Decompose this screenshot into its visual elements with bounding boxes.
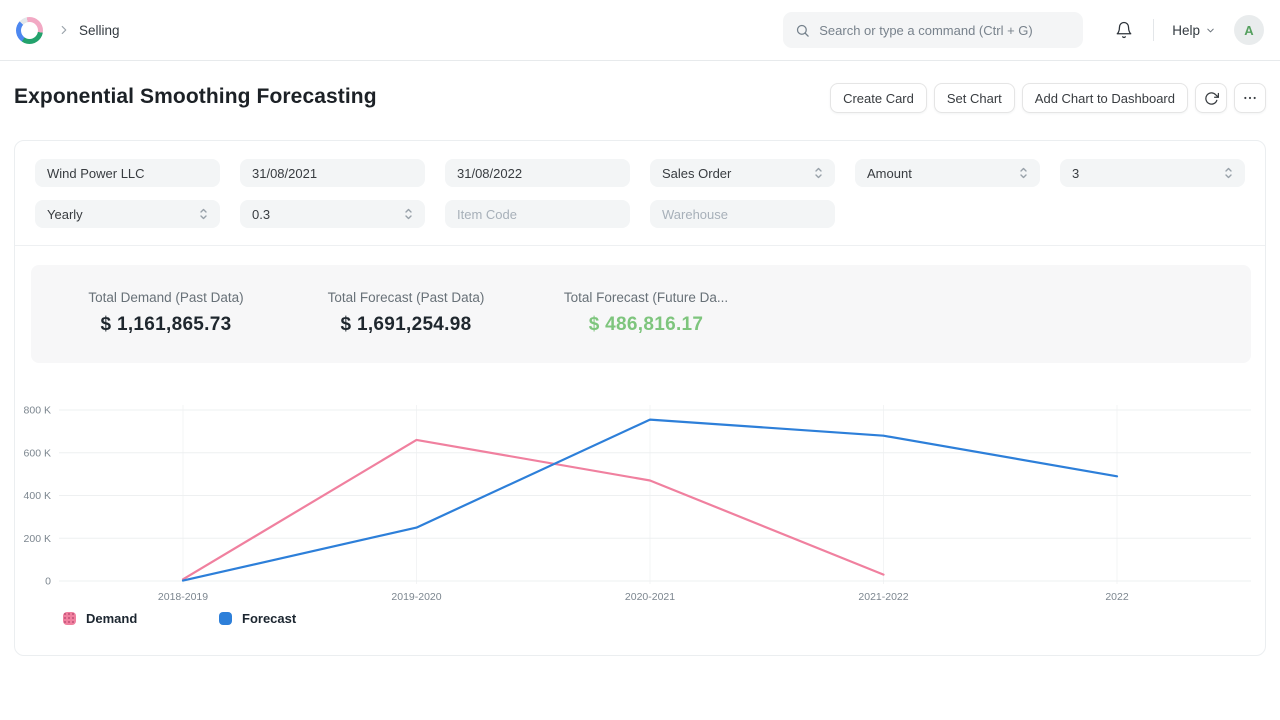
filter-smoothing-constant-value: 0.3 (252, 206, 271, 222)
summary-total-forecast-future: Total Forecast (Future Da... $ 486,816.1… (526, 265, 766, 363)
y-axis-tick-label: 400 K (24, 490, 51, 502)
summary-value: $ 486,816.17 (588, 314, 704, 335)
filter-company[interactable] (35, 159, 220, 187)
report-card: Sales Order Amount 3 Yearly 0.3 Total De… (14, 140, 1266, 656)
forecast-chart[interactable]: 2018-2019 2019-2020 2020-2021 2021-2022 2022… (15, 397, 1267, 609)
set-chart-button[interactable]: Set Chart (933, 83, 1015, 113)
filter-to-date[interactable] (445, 159, 630, 187)
select-chevrons-icon (815, 167, 822, 179)
global-search-input[interactable]: Search or type a command (Ctrl + G) (783, 12, 1084, 48)
app-logo-hole (21, 21, 38, 39)
navbar-divider (1153, 19, 1155, 41)
x-axis-tick-label: 2021-2022 (858, 591, 908, 603)
summary-total-forecast-past: Total Forecast (Past Data) $ 1,691,254.9… (286, 265, 526, 363)
breadcrumb[interactable]: Selling (79, 22, 120, 38)
navbar: Selling Search or type a command (Ctrl +… (0, 0, 1280, 61)
create-card-button[interactable]: Create Card (830, 83, 927, 113)
y-axis-tick-label: 800 K (24, 405, 51, 417)
filter-smoothing-constant-select[interactable]: 0.3 (240, 200, 425, 228)
filter-periods-value: 3 (1072, 165, 1080, 181)
menu-button[interactable] (1234, 83, 1266, 113)
chart-legend: Demand Forecast (63, 611, 375, 626)
notifications-bell-icon[interactable] (1115, 21, 1133, 39)
legend-item-forecast[interactable]: Forecast (219, 611, 375, 626)
filter-doctype-select[interactable]: Sales Order (650, 159, 835, 187)
filter-frequency-select[interactable]: Yearly (35, 200, 220, 228)
series-line-demand (181, 438, 885, 581)
filters-row-1: Sales Order Amount 3 (35, 159, 1245, 187)
summary-label: Total Forecast (Past Data) (327, 290, 485, 305)
series-line-forecast (181, 418, 1119, 582)
filter-based-on-value: Amount (867, 165, 912, 181)
filter-from-date[interactable] (240, 159, 425, 187)
filter-warehouse[interactable] (650, 200, 835, 228)
filter-frequency-value: Yearly (47, 206, 83, 222)
select-chevrons-icon (200, 208, 207, 220)
help-menu[interactable]: Help (1172, 23, 1216, 38)
add-chart-to-dashboard-button[interactable]: Add Chart to Dashboard (1021, 83, 1188, 113)
refresh-icon (1204, 91, 1219, 105)
y-axis-tick-label: 200 K (24, 533, 51, 545)
filter-based-on-select[interactable]: Amount (855, 159, 1040, 187)
refresh-button[interactable] (1195, 83, 1227, 113)
x-axis-tick-label: 2020-2021 (625, 591, 675, 603)
card-divider (15, 245, 1265, 246)
search-icon (797, 24, 809, 37)
x-axis-tick-label: 2018-2019 (158, 591, 208, 603)
page-actions: Create Card Set Chart Add Chart to Dashb… (830, 83, 1266, 113)
legend-label: Demand (86, 611, 138, 626)
demand-swatch-icon (63, 612, 76, 625)
summary-band: Total Demand (Past Data) $ 1,161,865.73 … (31, 265, 1251, 363)
page-title: Exponential Smoothing Forecasting (14, 85, 377, 108)
help-label: Help (1172, 22, 1200, 38)
select-chevrons-icon (1020, 167, 1027, 179)
legend-item-demand[interactable]: Demand (63, 611, 219, 626)
chevron-down-icon (1207, 28, 1214, 32)
filter-item-code[interactable] (445, 200, 630, 228)
legend-label: Forecast (242, 611, 297, 626)
summary-value: $ 1,161,865.73 (100, 314, 232, 335)
x-axis-tick-label: 2019-2020 (391, 591, 441, 603)
avatar[interactable]: A (1234, 15, 1264, 45)
summary-label: Total Demand (Past Data) (88, 290, 244, 305)
search-placeholder: Search or type a command (Ctrl + G) (819, 22, 1033, 38)
x-axis-tick-label: 2022 (1105, 591, 1129, 603)
summary-value: $ 1,691,254.98 (340, 314, 472, 335)
forecast-swatch-icon (219, 612, 232, 625)
filter-periods-select[interactable]: 3 (1060, 159, 1245, 187)
app-logo-icon[interactable] (16, 16, 43, 44)
filter-doctype-value: Sales Order (662, 165, 732, 181)
summary-total-demand-past: Total Demand (Past Data) $ 1,161,865.73 (46, 265, 286, 363)
y-axis-tick-label: 0 (45, 576, 51, 588)
breadcrumb-chevron-icon (57, 23, 71, 37)
filters-row-2: Yearly 0.3 (35, 200, 1245, 228)
select-chevrons-icon (405, 208, 412, 220)
ellipsis-icon (1244, 96, 1256, 100)
summary-label: Total Forecast (Future Da... (563, 290, 729, 305)
y-axis-tick-label: 600 K (24, 447, 51, 459)
select-chevrons-icon (1225, 167, 1232, 179)
